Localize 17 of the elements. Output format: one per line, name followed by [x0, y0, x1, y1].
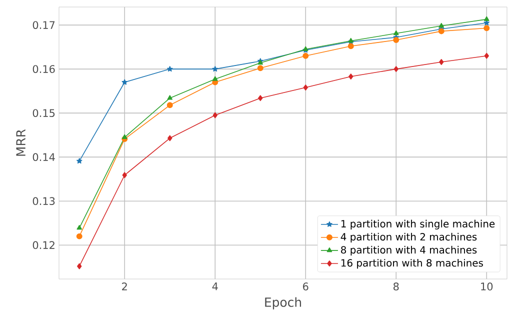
y-tick-label: 0.14: [32, 153, 55, 162]
legend-label: 1 partition with single machine: [341, 220, 495, 230]
legend-label: 16 partition with 8 machines: [341, 258, 483, 269]
y-tick-label: 0.13: [32, 197, 55, 206]
y-axis-title: MRR: [16, 129, 26, 156]
x-tick-label: 8: [394, 282, 399, 290]
legend-label: 8 partition with 4 machines: [341, 246, 477, 256]
legend-label: 4 partition with 2 machines: [340, 232, 477, 243]
y-tick-label: 0.15: [32, 109, 55, 118]
y-tick-label: 0.12: [32, 241, 54, 250]
y-tick-label: 0.16: [32, 65, 55, 73]
x-tick-label: 6: [303, 282, 308, 290]
x-tick-label: 10: [481, 282, 493, 290]
x-tick-label: 2: [122, 282, 127, 290]
x-tick-label: 4: [212, 282, 218, 290]
x-axis-title: Epoch: [265, 297, 302, 310]
y-tick-label: 0.17: [32, 21, 55, 29]
